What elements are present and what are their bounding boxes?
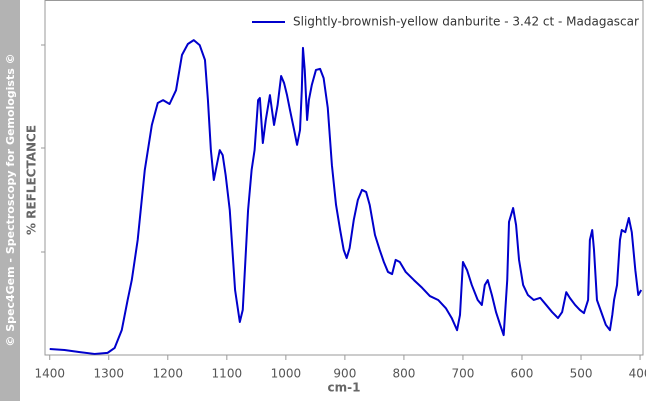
x-tick-label: 400	[629, 367, 646, 381]
watermark-band	[0, 0, 20, 401]
y-axis-label: % REFLECTANCE	[25, 125, 39, 235]
x-tick-label: 800	[392, 367, 415, 381]
watermark: © Spec4Gem - Spectroscopy for Gemologist…	[4, 53, 17, 346]
x-tick-label: 700	[451, 367, 474, 381]
x-tick-label: 1200	[153, 367, 184, 381]
y-tick-marks	[41, 44, 45, 253]
legend-label: Slightly-brownish-yellow danburite - 3.4…	[293, 15, 639, 29]
x-tick-label: 1000	[271, 367, 302, 381]
x-tick-label: 1300	[93, 367, 124, 381]
plot-frame	[44, 0, 644, 356]
x-tick-label: 1400	[34, 367, 65, 381]
x-tick-label: 600	[511, 367, 534, 381]
x-tick-label: 1100	[212, 367, 243, 381]
spectrum-line	[49, 39, 643, 355]
x-tick-label: 500	[570, 367, 593, 381]
x-axis-label: cm-1	[328, 381, 361, 395]
x-tick-label: 900	[333, 367, 356, 381]
